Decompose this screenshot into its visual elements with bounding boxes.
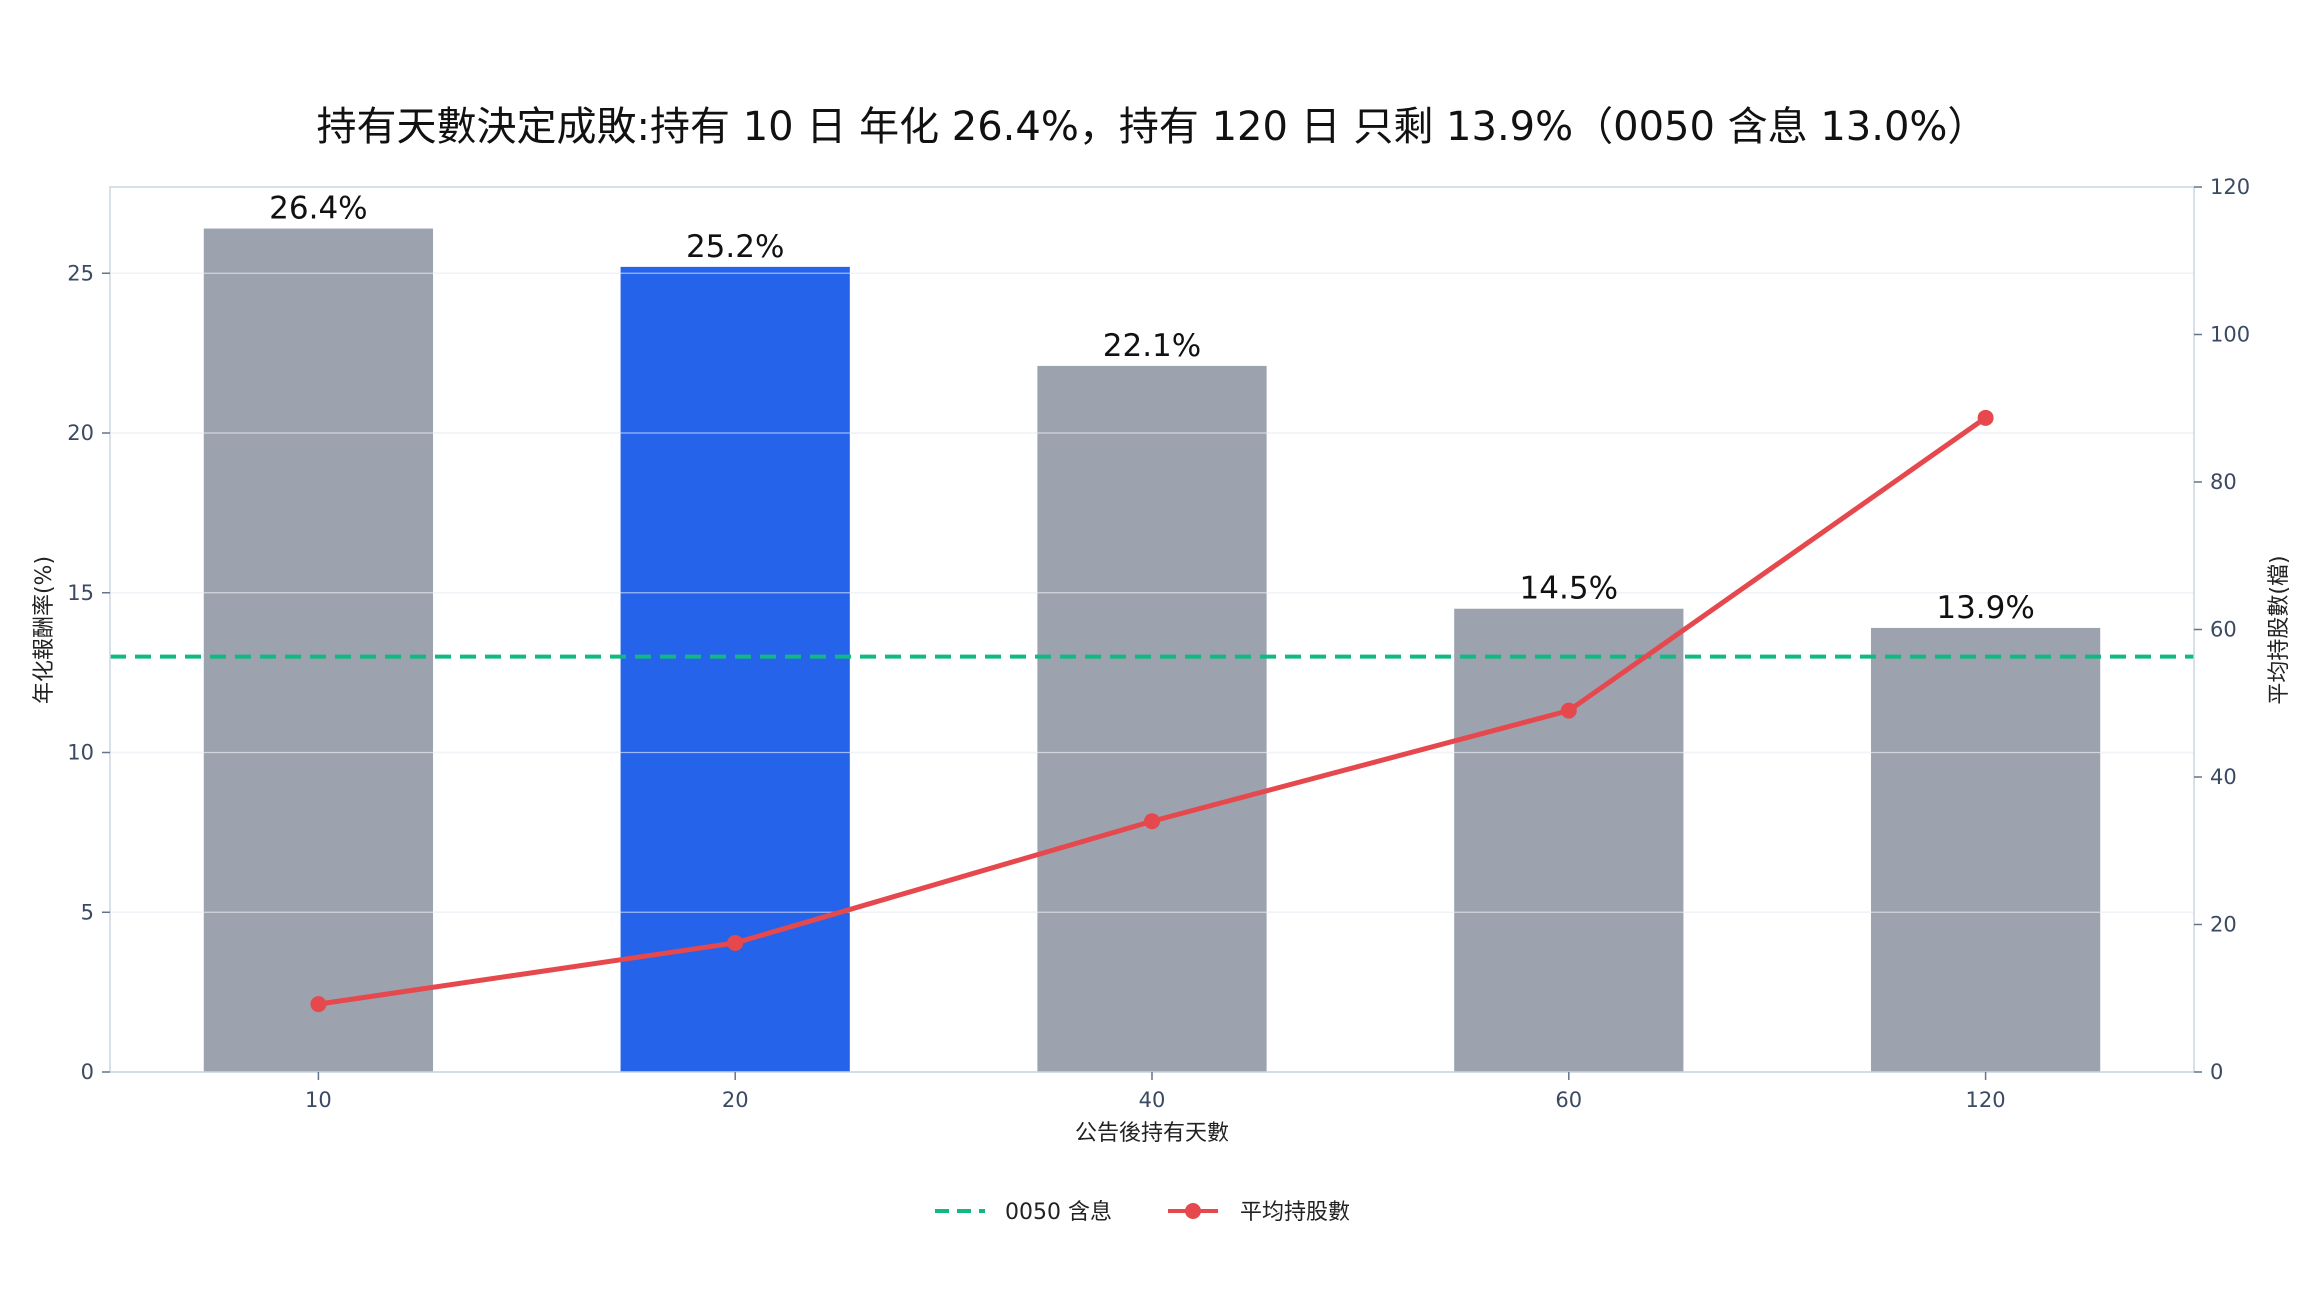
bar-value-label: 26.4% — [269, 191, 367, 227]
bars — [110, 228, 2194, 1072]
y-tick-label: 10 — [67, 741, 94, 765]
holdings-point — [310, 996, 327, 1013]
bar-value-label: 13.9% — [1936, 590, 2034, 626]
x-tick-label: 20 — [722, 1088, 749, 1112]
y2-tick-label: 20 — [2210, 913, 2237, 937]
legend-label-holdings: 平均持股數 — [1240, 1200, 1350, 1225]
bar-20 — [620, 266, 850, 1072]
y-tick-label: 15 — [67, 581, 94, 605]
holdings-point — [1560, 702, 1577, 719]
bar-labels: 26.4% 25.2% 22.1% 14.5% 13.9% — [269, 191, 2035, 626]
legend: 0050 含息 平均持股數 — [935, 1200, 1350, 1225]
y-axis-ticks: 0 5 10 15 20 25 — [67, 261, 110, 1084]
y2-tick-label: 100 — [2210, 323, 2250, 347]
bar-value-label: 25.2% — [686, 229, 784, 265]
y2-axis-ticks: 0 20 40 60 80 100 120 — [2194, 175, 2250, 1084]
x-tick-label: 120 — [1966, 1088, 2006, 1112]
y-axis-label: 年化報酬率(%) — [32, 556, 57, 704]
y2-tick-label: 80 — [2210, 470, 2237, 494]
y2-tick-label: 120 — [2210, 175, 2250, 199]
y-tick-label: 5 — [81, 900, 94, 924]
y-tick-label: 25 — [67, 261, 94, 285]
y2-tick-label: 60 — [2210, 618, 2237, 642]
line-series-group — [310, 409, 1994, 1013]
x-tick-label: 10 — [305, 1088, 332, 1112]
x-tick-label: 40 — [1139, 1088, 1166, 1112]
y2-tick-label: 40 — [2210, 765, 2237, 789]
bar-120 — [1870, 627, 2101, 1072]
chart-title: 持有天數決定成敗:持有 10 日 年化 26.4%，持有 120 日 只剩 13… — [317, 104, 1988, 150]
y-tick-label: 0 — [81, 1060, 94, 1084]
y-tick-label: 20 — [67, 421, 94, 445]
bar-value-label: 14.5% — [1520, 571, 1618, 607]
bar-value-label: 22.1% — [1103, 328, 1201, 364]
bar-10 — [203, 228, 434, 1072]
bar-40 — [1037, 365, 1267, 1072]
x-axis-ticks: 10 20 40 60 120 — [305, 1072, 2006, 1112]
x-tick-label: 60 — [1555, 1088, 1582, 1112]
holdings-point — [1144, 813, 1160, 830]
legend-marker-dot-icon — [1185, 1203, 1201, 1219]
legend-label-0050: 0050 含息 — [1005, 1200, 1112, 1225]
holdings-point — [1977, 409, 1994, 426]
y2-axis-label: 平均持股數(檔) — [2267, 555, 2292, 704]
x-axis-label: 公告後持有天數 — [1075, 1121, 1229, 1146]
bar-60 — [1454, 608, 1684, 1072]
holdings-point — [727, 934, 744, 951]
y2-tick-label: 0 — [2210, 1060, 2223, 1084]
